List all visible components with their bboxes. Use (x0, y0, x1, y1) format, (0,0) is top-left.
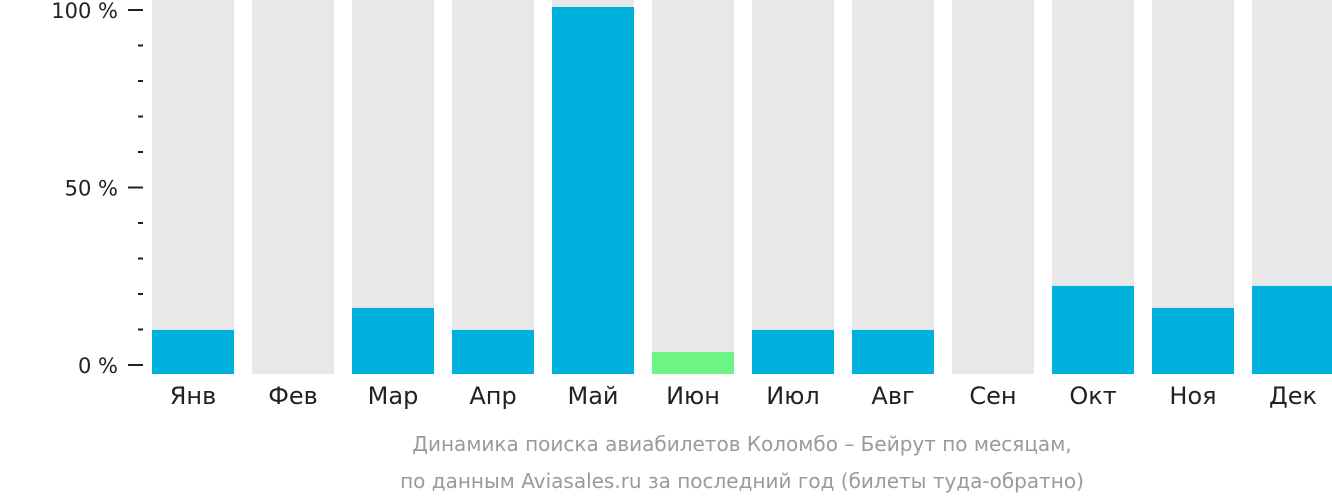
x-tick-label-12: Дек (1269, 382, 1317, 410)
x-axis-labels: Янв Фев Мар Апр Май Июн Июл Авг Сен Окт Ноя Дек (170, 382, 1317, 410)
y-tick-label-2: 50 % (65, 177, 118, 201)
x-tick-label-7: Июл (766, 382, 820, 410)
bar-track-2 (252, 0, 334, 374)
y-axis: 0 % 50 % 100 % (51, 0, 143, 378)
bar-track-4 (452, 0, 534, 374)
caption-line-2: по данным Aviasales.ru за последний год … (400, 469, 1084, 493)
bar-track-8 (852, 0, 934, 374)
bar-6 (652, 351, 734, 374)
x-tick-label-9: Сен (969, 382, 1016, 410)
bar-4 (452, 329, 534, 374)
y-tick-label-3: 100 % (51, 0, 118, 23)
x-tick-label-2: Фев (268, 382, 318, 410)
bar-10 (1052, 285, 1134, 374)
x-tick-label-1: Янв (170, 382, 217, 410)
x-tick-label-6: Июн (666, 382, 720, 410)
bar-1 (152, 329, 234, 374)
bar-track-9 (952, 0, 1034, 374)
y-tick-label-1: 0 % (78, 354, 118, 378)
bar-7 (752, 329, 834, 374)
x-tick-label-10: Окт (1069, 382, 1116, 410)
bar-8 (852, 329, 934, 374)
bar-5 (552, 7, 634, 374)
bar-12 (1252, 285, 1332, 374)
x-tick-label-3: Мар (368, 382, 419, 410)
x-tick-label-5: Май (567, 382, 618, 410)
caption-line-1: Динамика поиска авиабилетов Коломбо – Бе… (412, 432, 1071, 456)
bar-track-6 (652, 0, 734, 374)
bar-3 (352, 307, 434, 374)
bar-11 (1152, 307, 1234, 374)
bars (152, 7, 1332, 374)
x-tick-label-4: Апр (469, 382, 516, 410)
bar-track-1 (152, 0, 234, 374)
x-tick-label-8: Авг (871, 382, 914, 410)
x-tick-label-11: Ноя (1169, 382, 1216, 410)
bar-track-7 (752, 0, 834, 374)
